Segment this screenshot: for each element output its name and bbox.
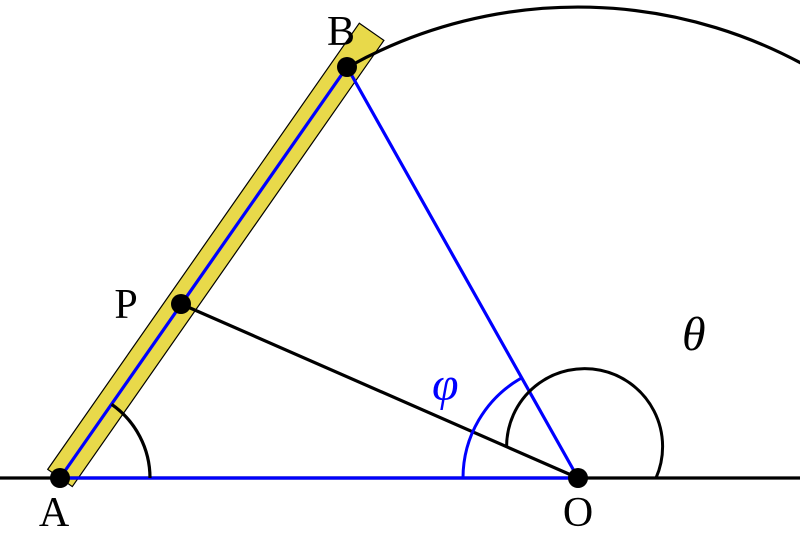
label-theta: θ (682, 308, 706, 361)
point-O (568, 468, 588, 488)
label-O: O (563, 490, 593, 536)
label-phi: φ (432, 358, 459, 411)
point-P (171, 294, 191, 314)
point-A (50, 468, 70, 488)
point-B (337, 57, 357, 77)
label-B: B (327, 9, 355, 55)
label-A: A (39, 490, 70, 536)
background (0, 0, 800, 555)
label-P: P (114, 282, 137, 328)
